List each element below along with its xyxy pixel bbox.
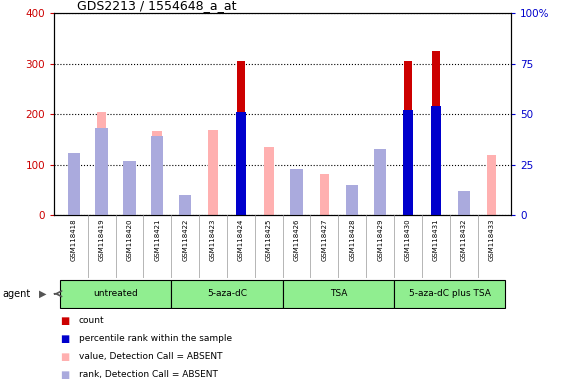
Bar (96, 112, 106, 215)
Bar (375, 155, 385, 215)
Text: GSM118424: GSM118424 (238, 218, 244, 261)
Text: GDS2213 / 1554648_a_at: GDS2213 / 1554648_a_at (77, 0, 236, 12)
Text: GSM118418: GSM118418 (71, 218, 77, 261)
Text: GSM118429: GSM118429 (377, 218, 383, 261)
Bar (180, 207, 190, 215)
Text: ■: ■ (60, 352, 69, 362)
Bar (236, 112, 246, 215)
Text: ■: ■ (60, 316, 69, 326)
Bar (394, 280, 505, 308)
Bar (459, 201, 469, 215)
Bar (431, 106, 441, 215)
Bar (69, 155, 79, 215)
Bar (123, 161, 135, 215)
Bar (432, 51, 440, 215)
Bar (291, 169, 303, 215)
Text: GSM118421: GSM118421 (154, 218, 160, 261)
Text: count: count (79, 316, 104, 325)
Bar (403, 110, 413, 215)
Text: GSM118433: GSM118433 (489, 218, 494, 261)
Bar (374, 149, 386, 215)
Bar (151, 136, 163, 215)
Text: untreated: untreated (93, 289, 138, 298)
Bar (320, 174, 329, 215)
Bar (404, 61, 412, 215)
Bar (179, 195, 191, 215)
Text: GSM118432: GSM118432 (461, 218, 467, 261)
Text: agent: agent (3, 289, 31, 299)
Bar (208, 131, 218, 215)
Text: value, Detection Call = ABSENT: value, Detection Call = ABSENT (79, 352, 222, 361)
Text: rank, Detection Call = ABSENT: rank, Detection Call = ABSENT (79, 370, 218, 379)
Text: GSM118425: GSM118425 (266, 218, 272, 261)
Text: GSM118422: GSM118422 (182, 218, 188, 261)
Bar (60, 280, 171, 308)
Bar (486, 155, 496, 215)
Text: GSM118431: GSM118431 (433, 218, 439, 261)
Text: GSM118430: GSM118430 (405, 218, 411, 261)
Text: 5-aza-dC plus TSA: 5-aza-dC plus TSA (409, 289, 490, 298)
Text: GSM118427: GSM118427 (321, 218, 327, 261)
Text: GSM118419: GSM118419 (99, 218, 104, 261)
Bar (347, 190, 357, 215)
Bar (237, 61, 245, 215)
Bar (292, 187, 301, 215)
Text: GSM118423: GSM118423 (210, 218, 216, 261)
Bar (457, 191, 470, 215)
Bar (124, 174, 134, 215)
Text: ■: ■ (60, 370, 69, 380)
Bar (264, 147, 274, 215)
Text: ■: ■ (60, 334, 69, 344)
Text: GSM118428: GSM118428 (349, 218, 355, 261)
Bar (67, 152, 80, 215)
Bar (346, 185, 359, 215)
Bar (283, 280, 394, 308)
Bar (152, 131, 162, 215)
Bar (171, 280, 283, 308)
Text: GSM118426: GSM118426 (293, 218, 300, 261)
Text: 5-aza-dC: 5-aza-dC (207, 289, 247, 298)
Bar (95, 128, 108, 215)
Text: percentile rank within the sample: percentile rank within the sample (79, 334, 232, 343)
Text: GSM118420: GSM118420 (126, 218, 132, 261)
Text: ▶: ▶ (39, 289, 46, 299)
Text: TSA: TSA (329, 289, 347, 298)
